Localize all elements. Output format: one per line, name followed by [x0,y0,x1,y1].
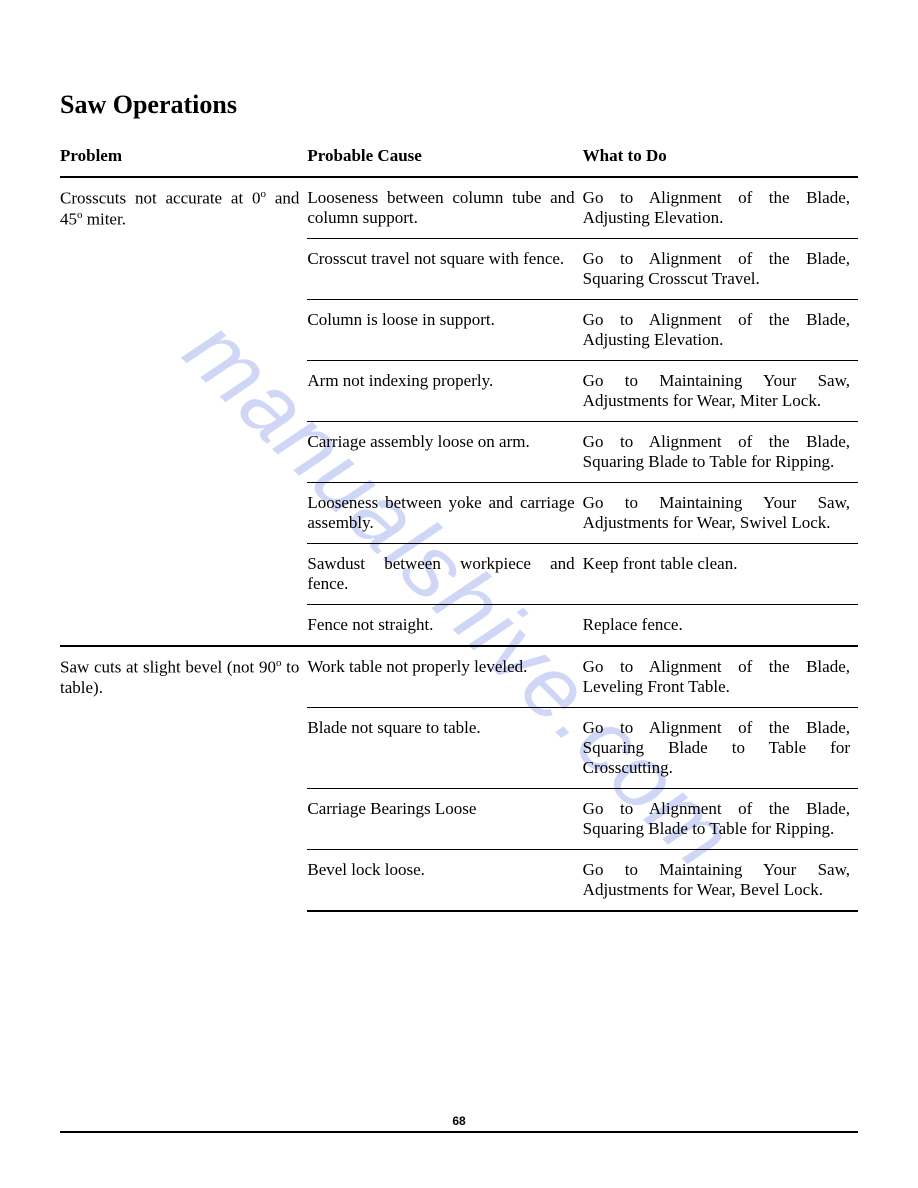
header-cause: Probable Cause [307,140,582,177]
what-cell: Go to Maintaining Your Saw, Adjustments … [583,483,858,544]
what-cell: Go to Maintaining Your Saw, Adjustments … [583,361,858,422]
cause-cell: Bevel lock loose. [307,850,582,912]
table-row: Saw cuts at slight bevel (not 90o to tab… [60,646,858,708]
page-title: Saw Operations [60,90,858,120]
cause-cell: Work table not properly leveled. [307,646,582,708]
what-cell: Go to Alignment of the Blade, Squaring C… [583,239,858,300]
what-cell: Go to Alignment of the Blade, Squaring B… [583,422,858,483]
cause-cell: Arm not indexing properly. [307,361,582,422]
header-what: What to Do [583,140,858,177]
table-row: Crosscuts not accurate at 0o and 45o mit… [60,177,858,239]
what-cell: Go to Alignment of the Blade, Squaring B… [583,789,858,850]
problem-cell: Crosscuts not accurate at 0o and 45o mit… [60,177,307,646]
what-cell: Replace fence. [583,605,858,647]
what-cell: Go to Maintaining Your Saw, Adjustments … [583,850,858,912]
page-number: 68 [452,1114,465,1128]
cause-cell: Crosscut travel not square with fence. [307,239,582,300]
page-content: Saw Operations Problem Probable Cause Wh… [60,90,858,912]
cause-cell: Carriage assembly loose on arm. [307,422,582,483]
cause-cell: Looseness between column tube and column… [307,177,582,239]
table-header-row: Problem Probable Cause What to Do [60,140,858,177]
cause-cell: Blade not square to table. [307,708,582,789]
what-cell: Go to Alignment of the Blade, Leveling F… [583,646,858,708]
cause-cell: Looseness between yoke and carriage asse… [307,483,582,544]
problem-cell: Saw cuts at slight bevel (not 90o to tab… [60,646,307,911]
header-problem: Problem [60,140,307,177]
what-cell: Keep front table clean. [583,544,858,605]
page-footer: 68 [60,1114,858,1133]
what-cell: Go to Alignment of the Blade, Squaring B… [583,708,858,789]
troubleshooting-table: Problem Probable Cause What to Do Crossc… [60,140,858,912]
cause-cell: Fence not straight. [307,605,582,647]
cause-cell: Sawdust between workpiece and fence. [307,544,582,605]
cause-cell: Carriage Bearings Loose [307,789,582,850]
cause-cell: Column is loose in support. [307,300,582,361]
what-cell: Go to Alignment of the Blade, Adjusting … [583,177,858,239]
what-cell: Go to Alignment of the Blade, Adjusting … [583,300,858,361]
